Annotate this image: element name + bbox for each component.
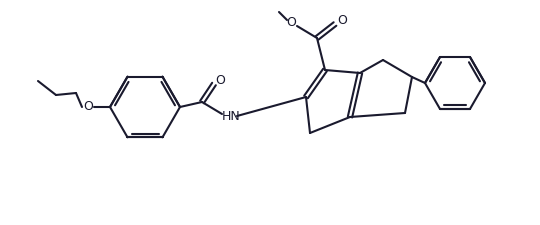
Text: O: O — [83, 99, 93, 112]
Text: HN: HN — [221, 110, 240, 122]
Text: O: O — [337, 14, 347, 27]
Text: O: O — [286, 16, 296, 29]
Text: O: O — [215, 74, 225, 88]
